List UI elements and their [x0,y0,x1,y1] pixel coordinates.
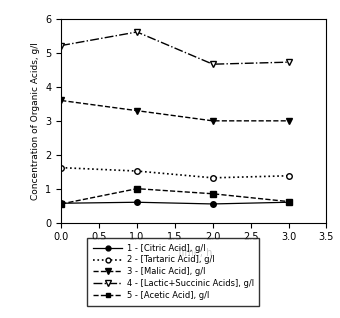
Legend: 1 - [Citric Acid], g/l, 2 - [Tartaric Acid], g/l, 3 - [Malic Acid], g/l, 4 - [La: 1 - [Citric Acid], g/l, 2 - [Tartaric Ac… [87,238,259,306]
Y-axis label: Concentration of Organic Acids, g/l: Concentration of Organic Acids, g/l [31,42,40,200]
X-axis label: Time, h: Time, h [176,248,212,258]
